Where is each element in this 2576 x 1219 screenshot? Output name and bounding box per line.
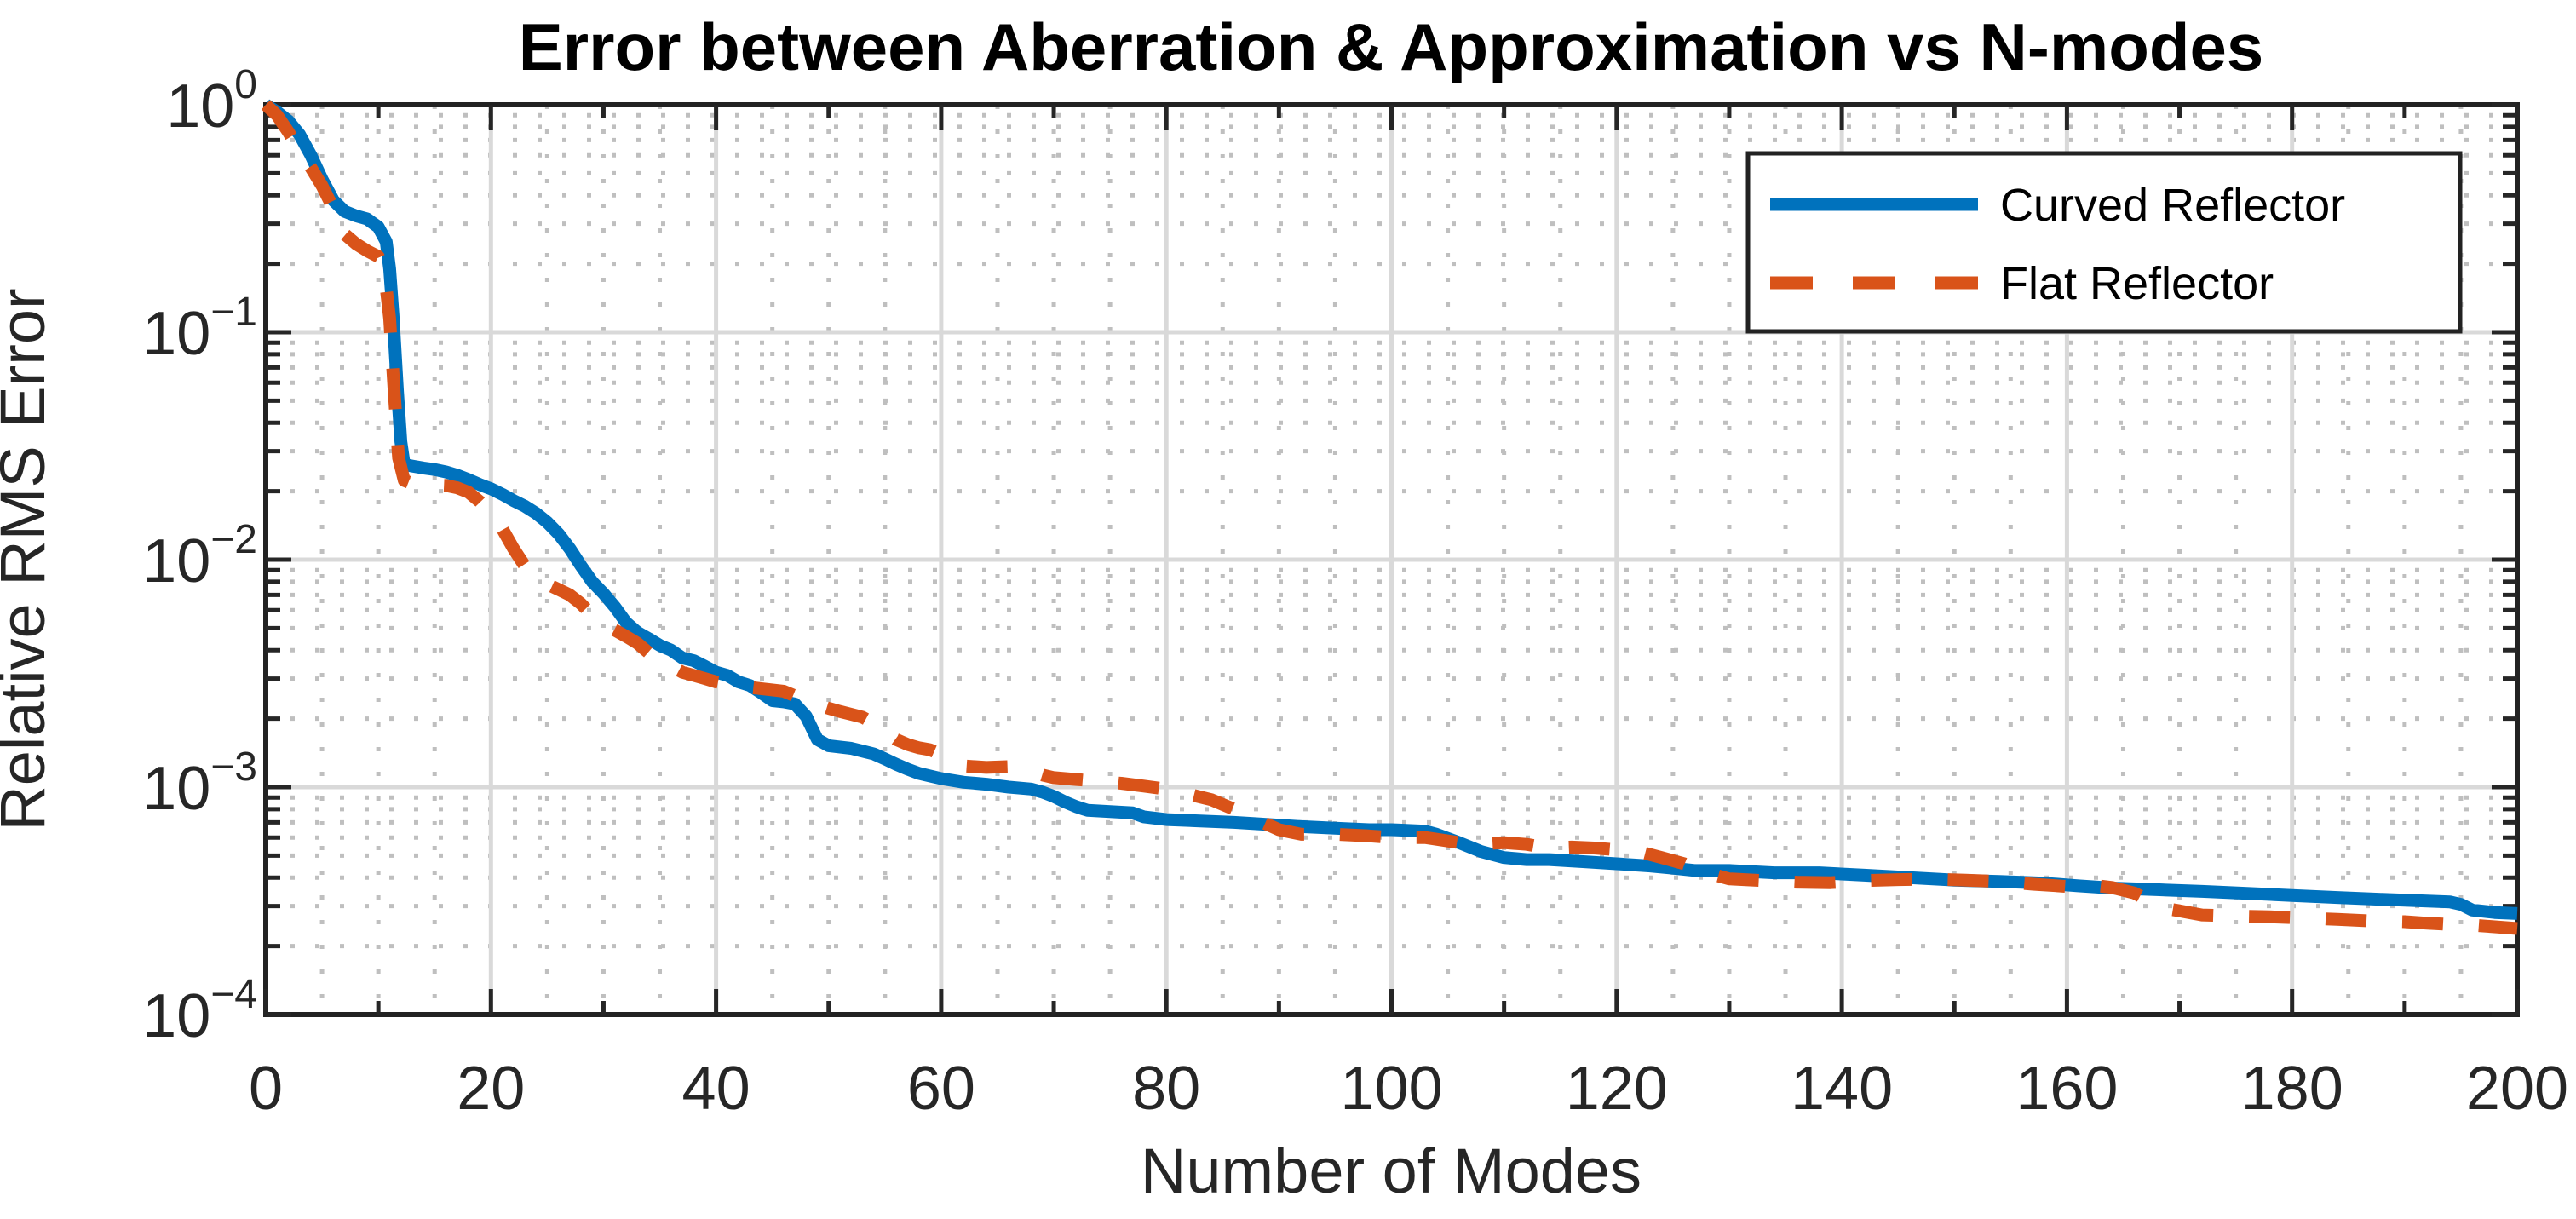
major-gridlines: [266, 105, 2517, 1015]
x-axis-label: Number of Modes: [1141, 1136, 1642, 1206]
x-tick-label: 40: [682, 1055, 750, 1123]
x-tick-label: 160: [2015, 1055, 2118, 1123]
curved-reflector-line: [262, 99, 2518, 920]
x-tick-label: 60: [907, 1055, 975, 1123]
y-tick-label: 10−1: [142, 290, 257, 368]
y-tick-label: 100: [166, 62, 257, 141]
legend-entry-curved-reflector: Curved Reflector: [1770, 180, 2345, 231]
legend: Curved Reflector Flat Reflector: [1745, 151, 2463, 334]
x-tick-label: 120: [1566, 1055, 1668, 1123]
legend-label-curved-reflector: Curved Reflector: [2000, 180, 2345, 231]
x-tick-label: 100: [1340, 1055, 1442, 1123]
x-tick-label: 140: [1791, 1055, 1893, 1123]
y-tick-label: 10−4: [142, 972, 257, 1050]
y-axis-tick-labels: 100 10−1 10−2 10−3 10−4: [142, 62, 257, 1050]
x-tick-label: 200: [2466, 1055, 2568, 1123]
chart-title: Error between Aberration & Approximation…: [519, 9, 2264, 84]
legend-entry-flat-reflector: Flat Reflector: [1770, 258, 2274, 309]
x-tick-label: 180: [2241, 1055, 2343, 1123]
x-tick-label: 20: [457, 1055, 525, 1123]
y-axis-label: Relative RMS Error: [0, 288, 58, 831]
y-tick-label: 10−3: [142, 745, 257, 823]
legend-label-flat-reflector: Flat Reflector: [2000, 258, 2274, 309]
x-axis-tick-labels: 0 20 40 60 80 100 120 140 160 180 200: [249, 1055, 2568, 1123]
data-curves: [261, 99, 2518, 935]
x-tick-label: 0: [249, 1055, 283, 1123]
x-tick-label: 80: [1132, 1055, 1200, 1123]
legend-box: [1745, 151, 2463, 334]
y-tick-label: 10−2: [142, 517, 257, 595]
flat-reflector-line: [261, 100, 2518, 935]
